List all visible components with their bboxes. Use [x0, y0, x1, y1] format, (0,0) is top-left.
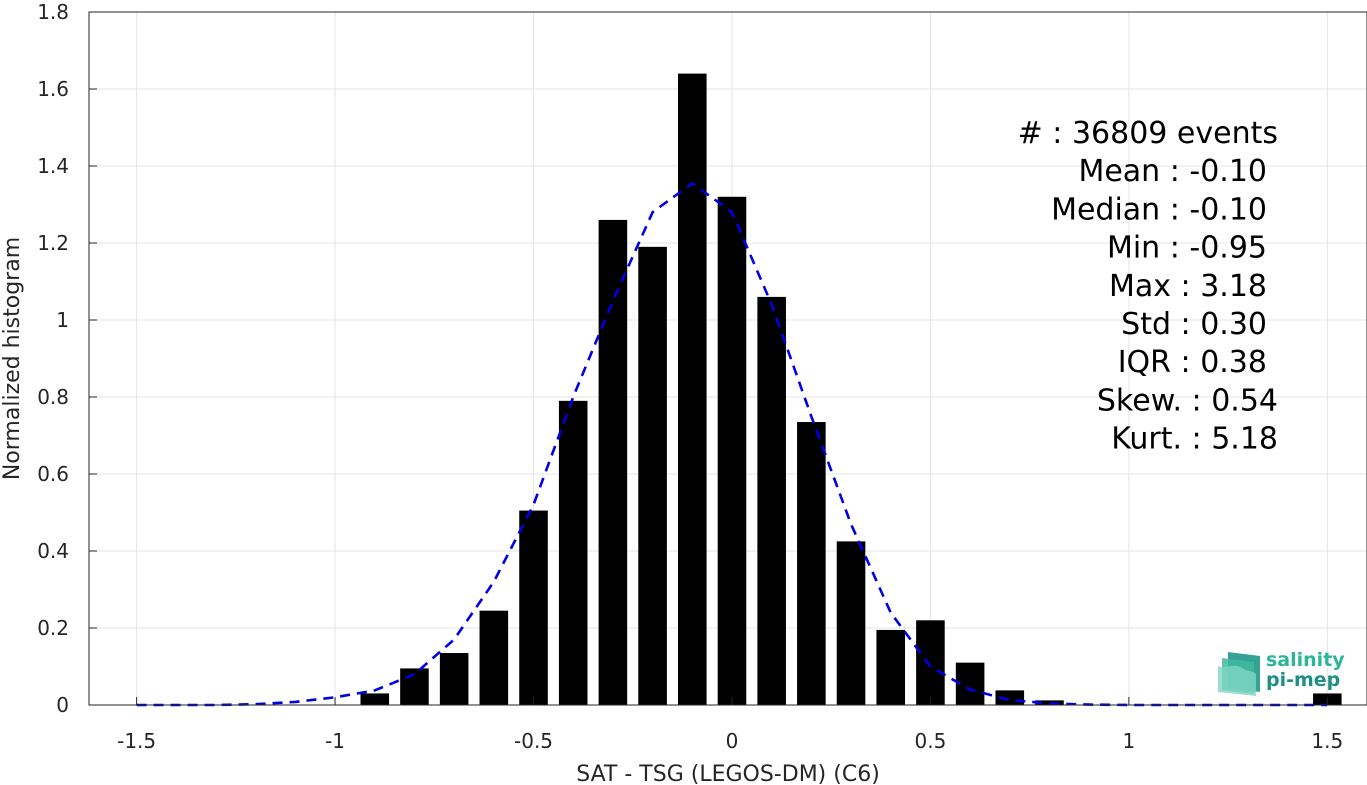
histogram-bar	[400, 668, 429, 705]
salinity-pi-mep-logo: salinity pi-mep	[1218, 649, 1345, 696]
stats-line: Mean : -0.10	[1078, 154, 1267, 189]
x-axis-ticks: -1.5 -1 -0.5 0 0.5 1 1.5	[117, 697, 1343, 753]
fit-curve	[136, 181, 1328, 707]
stats-line: Std : 0.30	[1121, 307, 1267, 342]
stats-line: Min : -0.95	[1107, 231, 1267, 266]
stats-line: Median : -0.10	[1051, 192, 1267, 227]
stats-line: # : 36809 events	[1018, 116, 1278, 151]
histogram-bar	[439, 653, 469, 705]
y-axis-ticks: 0 0.2 0.4 0.6 0.8 1 1.2 1.4 1.6 1.8	[37, 0, 97, 717]
histogram-bar	[638, 246, 667, 705]
stats-line: Skew. : 0.54	[1097, 383, 1278, 418]
histogram-bar	[479, 610, 509, 705]
x-tick-label: -1.5	[117, 729, 156, 753]
x-tick-label: 1.5	[1311, 729, 1343, 753]
histogram-bar	[519, 510, 548, 705]
histogram-bar	[916, 620, 945, 705]
y-tick-label: 1	[56, 308, 69, 332]
y-tick-label: 1.6	[37, 77, 69, 101]
y-axis-label: Normalized histogram	[0, 237, 25, 480]
histogram-bar	[558, 400, 588, 705]
stats-line: Max : 3.18	[1109, 269, 1267, 304]
x-tick-label: -1	[325, 729, 345, 753]
histogram-bar	[717, 196, 747, 706]
y-tick-label: 0.6	[37, 462, 69, 486]
logo-line1: salinity	[1266, 649, 1345, 671]
y-tick-label: 0.4	[37, 539, 69, 563]
x-tick-label: -0.5	[514, 729, 553, 753]
y-tick-label: 1.4	[37, 154, 69, 178]
stats-line: IQR : 0.38	[1118, 345, 1267, 380]
y-tick-label: 0.2	[37, 616, 69, 640]
histogram-bar	[836, 541, 866, 705]
logo-line2: pi-mep	[1266, 669, 1340, 691]
stats-line: Kurt. : 5.18	[1111, 422, 1278, 457]
x-tick-label: 0	[726, 729, 739, 753]
histogram-bar	[360, 693, 390, 705]
histogram-bar	[677, 73, 707, 706]
histogram-bar	[955, 662, 985, 705]
y-tick-label: 1.2	[37, 231, 69, 255]
histogram-bars	[360, 73, 1342, 706]
histogram-bar	[757, 296, 786, 705]
plot-frame	[88, 11, 1367, 706]
histogram-bar	[876, 629, 906, 705]
logo-wave-icon	[1218, 652, 1260, 696]
y-tick-label: 1.8	[37, 0, 69, 24]
y-tick-label: 0	[56, 693, 69, 717]
x-tick-label: 0.5	[915, 729, 947, 753]
histogram-bar	[797, 422, 826, 705]
y-tick-label: 0.8	[37, 385, 69, 409]
histogram-bar	[598, 219, 628, 705]
x-tick-label: 1	[1122, 729, 1135, 753]
x-axis-label: SAT - TSG (LEGOS-DM) (C6)	[576, 762, 880, 785]
